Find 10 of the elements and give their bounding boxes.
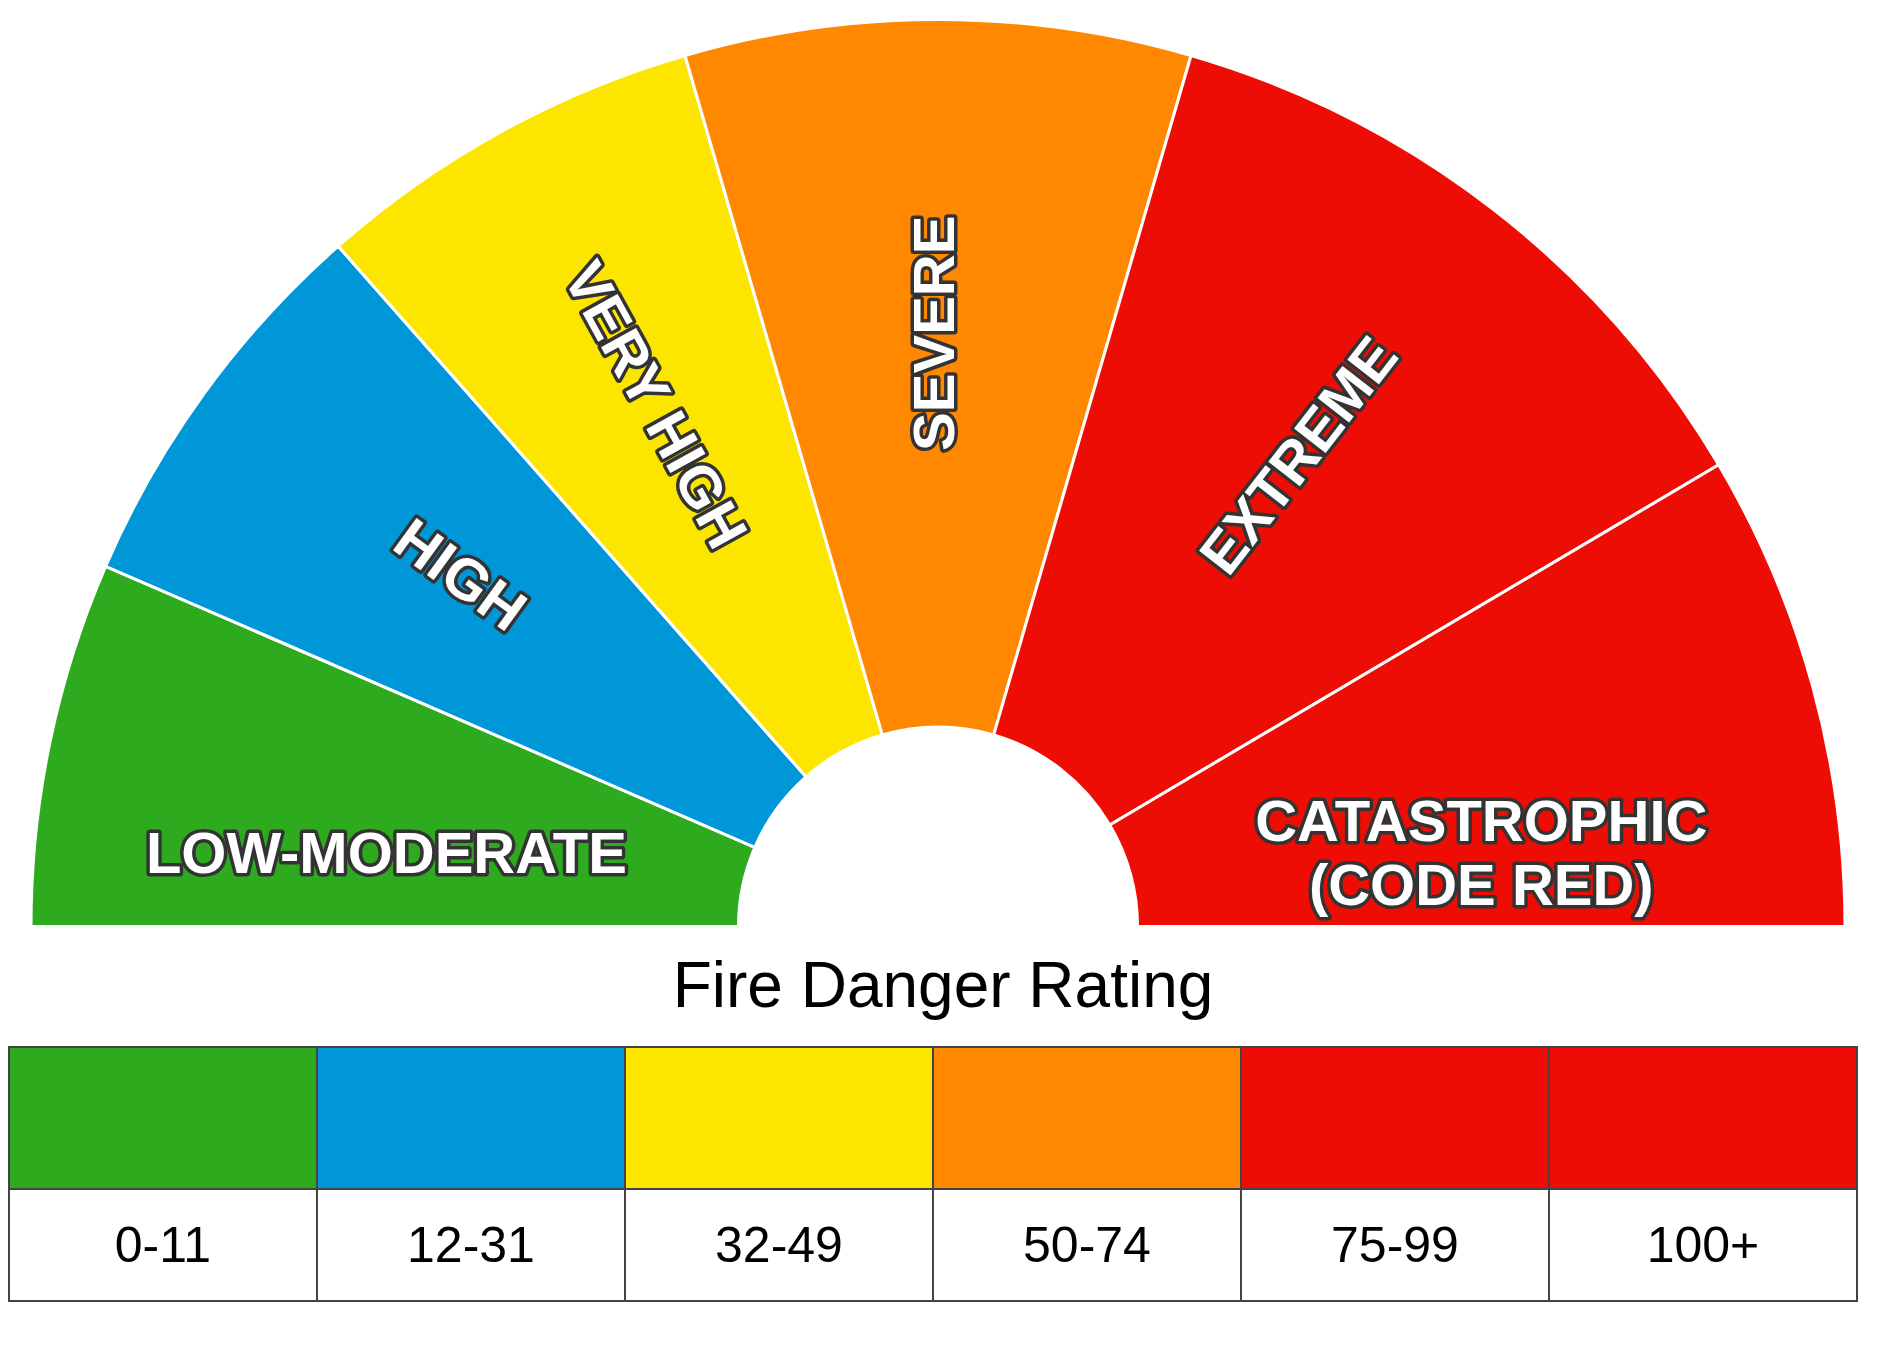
text: 32-49 (626, 1190, 932, 1300)
slice-label: SEVERE (901, 215, 966, 451)
slice-label: CATASTROPHIC (CODE RED) (1255, 787, 1708, 917)
text: 12-31 (318, 1190, 624, 1300)
text: Fire Danger Rating (671, 948, 1215, 1022)
text: 0-11 (10, 1190, 316, 1300)
slice-label: LOW-MODERATE (145, 819, 627, 885)
text: 75-99 (1242, 1190, 1548, 1300)
text: 100+ (1550, 1190, 1856, 1300)
text: 50-74 (934, 1190, 1240, 1300)
